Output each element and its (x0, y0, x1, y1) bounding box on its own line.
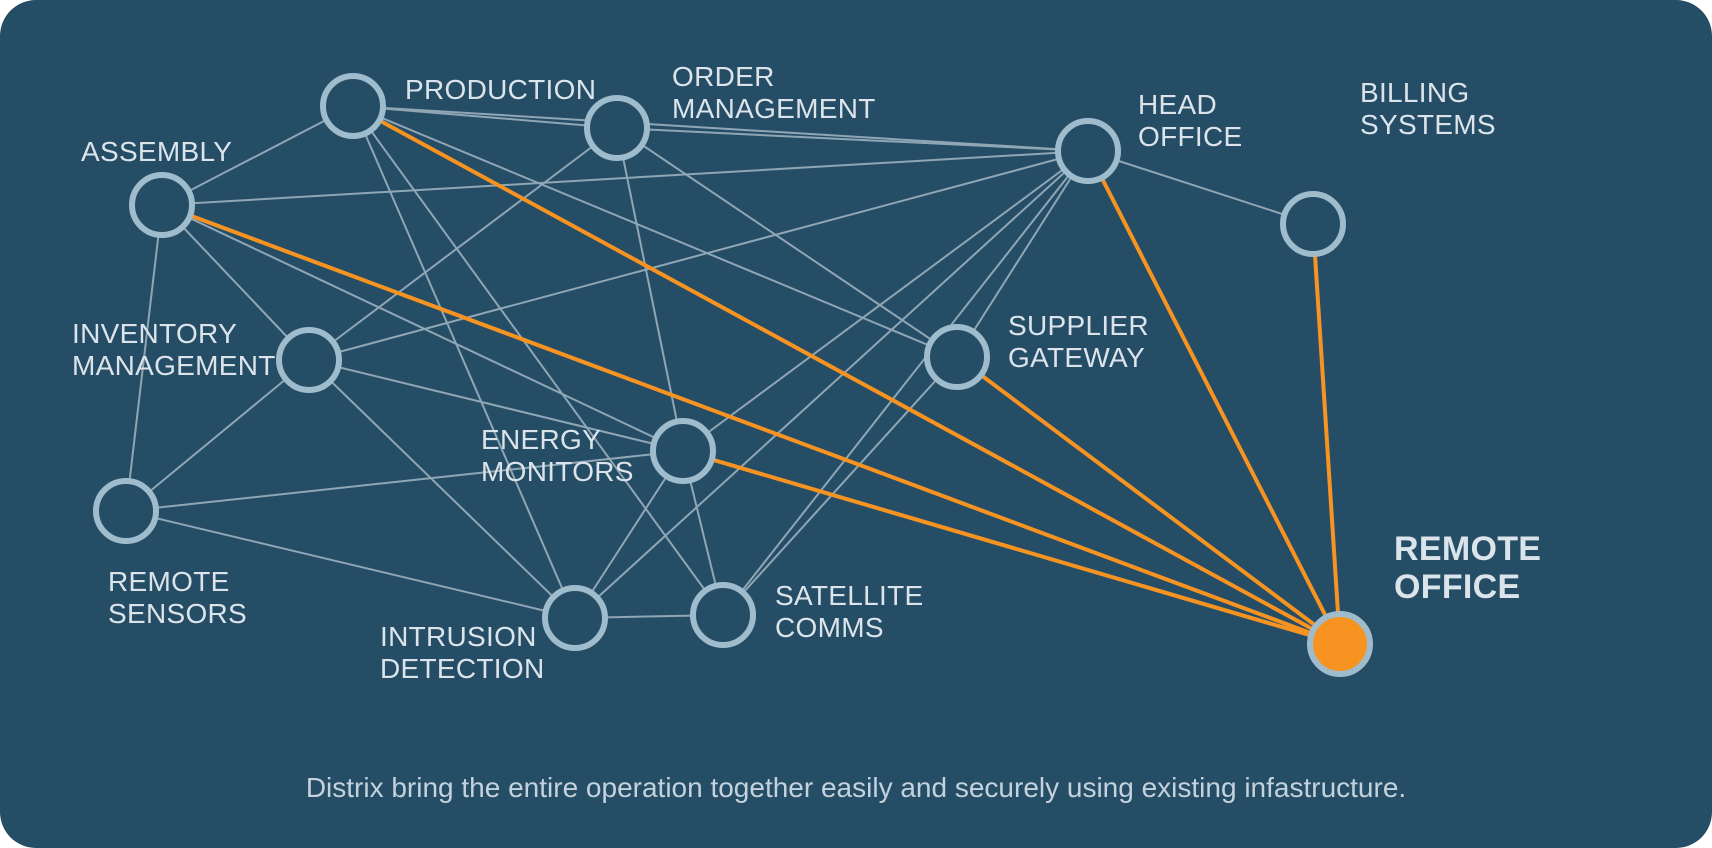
node-billing (1283, 194, 1343, 254)
node-assembly (132, 175, 192, 235)
label-remote_sens: REMOTE SENSORS (108, 566, 247, 630)
edge-billing-remote_off (1313, 224, 1340, 644)
node-remote_sens (96, 481, 156, 541)
label-billing: BILLING SYSTEMS (1360, 77, 1496, 141)
label-production: PRODUCTION (405, 74, 596, 106)
node-supplier (927, 327, 987, 387)
label-supplier: SUPPLIER GATEWAY (1008, 310, 1149, 374)
label-head_office: HEAD OFFICE (1138, 89, 1242, 153)
edge-inv_mgmt-intrusion (309, 360, 575, 618)
node-order_mgmt (587, 98, 647, 158)
label-order_mgmt: ORDER MANAGEMENT (672, 61, 876, 125)
label-energy: ENERGY MONITORS (481, 424, 634, 488)
label-remote_off: REMOTE OFFICE (1394, 530, 1541, 606)
diagram-caption: Distrix bring the entire operation toget… (0, 772, 1712, 804)
label-sat_comms: SATELLITE COMMS (775, 580, 923, 644)
node-intrusion (545, 588, 605, 648)
network-diagram: Distrix bring the entire operation toget… (0, 0, 1712, 848)
edge-supplier-remote_off (957, 357, 1340, 644)
node-inv_mgmt (279, 330, 339, 390)
node-production (323, 76, 383, 136)
node-head_office (1058, 121, 1118, 181)
label-inv_mgmt: INVENTORY MANAGEMENT (72, 318, 276, 382)
edge-energy-head_office (683, 151, 1088, 451)
label-intrusion: INTRUSION DETECTION (380, 621, 544, 685)
edge-production-remote_off (353, 106, 1340, 644)
edge-order_mgmt-inv_mgmt (309, 128, 617, 360)
node-sat_comms (693, 585, 753, 645)
node-remote_off (1310, 614, 1370, 674)
edge-inv_mgmt-remote_sens (126, 360, 309, 511)
edge-sat_comms-head_office (723, 151, 1088, 615)
node-energy (653, 421, 713, 481)
label-assembly: ASSEMBLY (81, 136, 232, 168)
